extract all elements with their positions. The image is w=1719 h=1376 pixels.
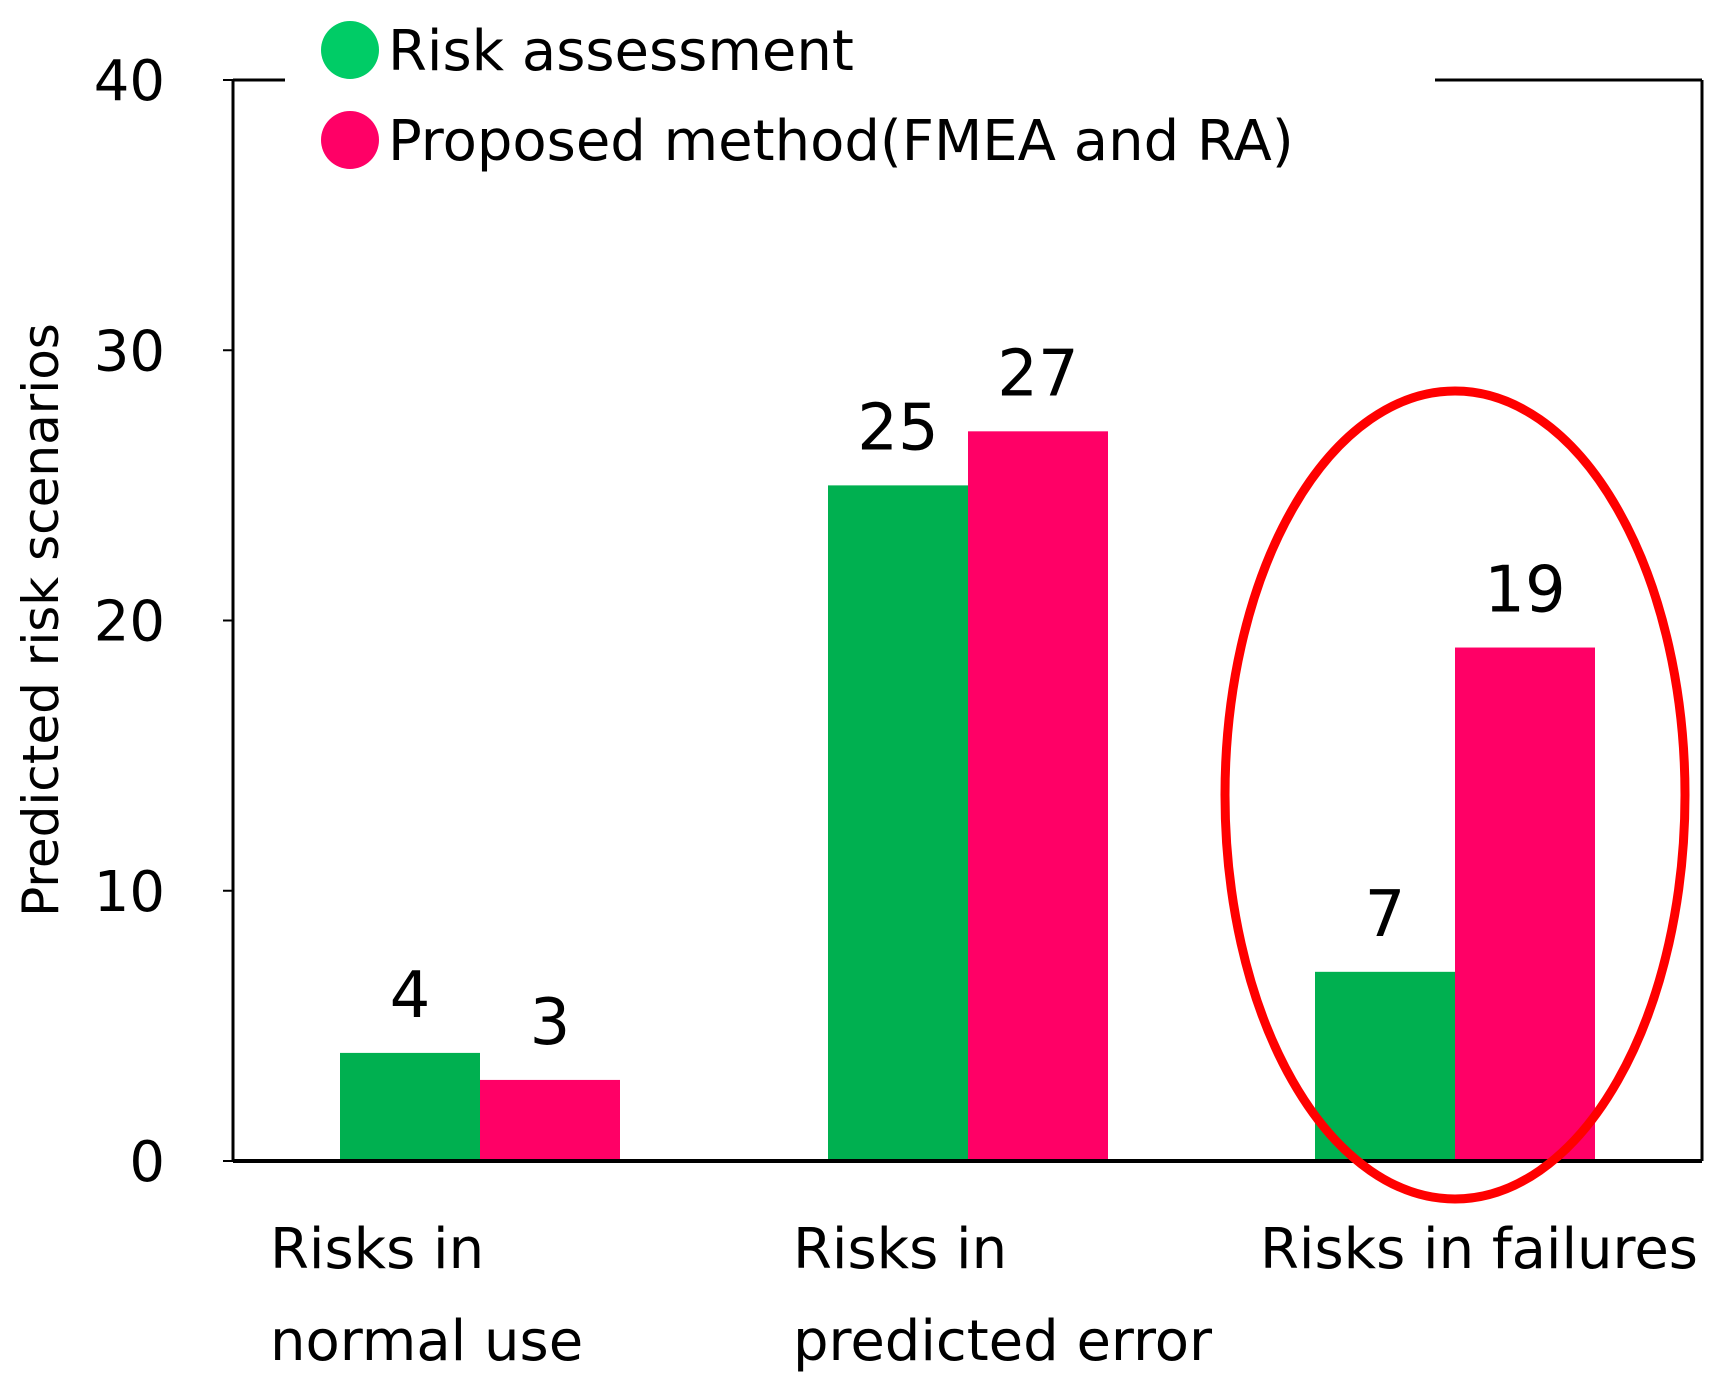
legend-marker-proposed-method <box>321 111 379 169</box>
bar-proposed-method-2 <box>1455 647 1595 1161</box>
bar-risk-assessment-2 <box>1315 971 1455 1161</box>
x-category-label-2: Risks in failures <box>1260 1217 1698 1282</box>
x-category-label-0: Risks in normal use <box>270 1217 583 1374</box>
bar-risk-assessment-0 <box>340 1052 480 1161</box>
bar-risk-assessment-1 <box>828 485 968 1161</box>
bar-proposed-method-0 <box>480 1079 620 1161</box>
data-label-risk-assessment-2: 7 <box>1365 878 1406 952</box>
bar-proposed-method-1 <box>968 431 1108 1161</box>
data-label-proposed-method-0: 3 <box>530 986 571 1060</box>
data-label-proposed-method-1: 27 <box>997 337 1078 411</box>
x-category-label-1: Risks in predicted error <box>793 1217 1213 1374</box>
y-tick-label: 30 <box>94 319 165 384</box>
y-tick-label: 0 <box>129 1130 165 1195</box>
y-axis-title: Predicted risk scenarios <box>12 323 70 917</box>
y-tick-label: 20 <box>94 590 165 655</box>
data-label-risk-assessment-1: 25 <box>857 391 938 465</box>
y-tick-label: 10 <box>94 860 165 925</box>
data-label-risk-assessment-0: 4 <box>390 959 431 1033</box>
data-label-proposed-method-2: 19 <box>1484 554 1565 628</box>
legend-marker-risk-assessment <box>321 21 379 79</box>
y-tick-label: 40 <box>94 49 165 114</box>
legend-label-proposed-method: Proposed method(FMEA and RA) <box>388 109 1294 174</box>
legend-label-risk-assessment: Risk assessment <box>388 19 854 84</box>
highlight-ellipse <box>1220 386 1690 1204</box>
